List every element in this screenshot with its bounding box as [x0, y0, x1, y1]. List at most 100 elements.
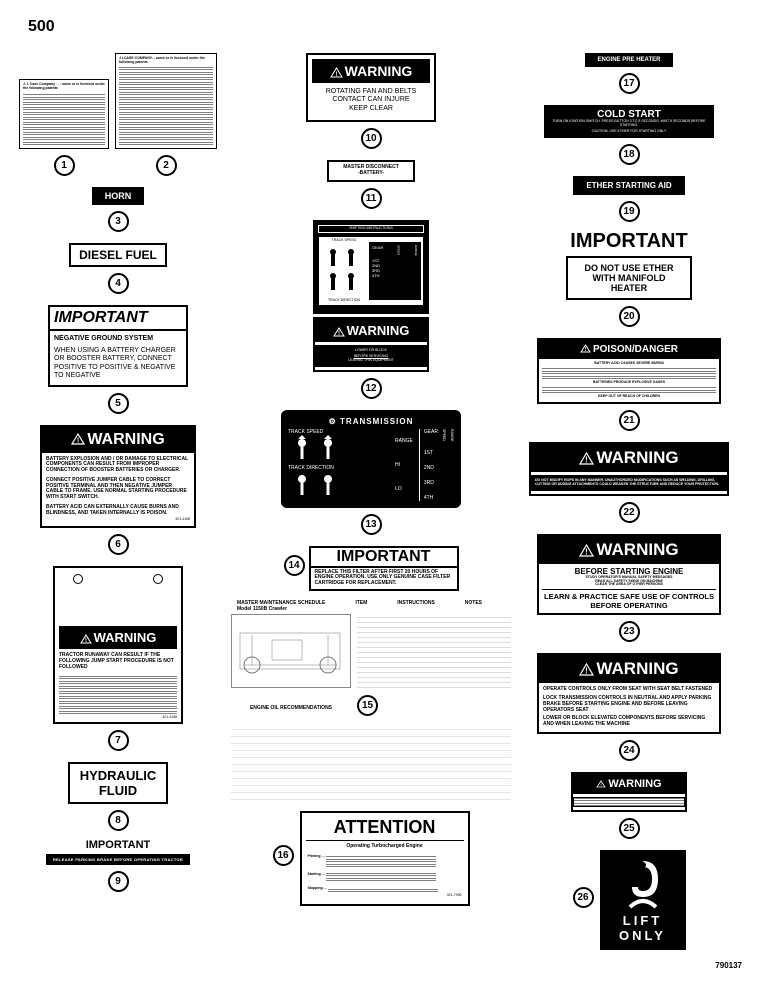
warn-triangle-icon: !: [80, 634, 92, 644]
m15-c1: ITEM: [355, 600, 367, 612]
cold-18: COLD START TURN ON IGNITION SWITCH. PRES…: [544, 105, 714, 138]
warning-25: !WARNING: [571, 772, 687, 812]
w24-header: !WARNING: [539, 655, 719, 683]
important-20: IMPORTANT DO NOT USE ETHER WITH MANIFOLD…: [566, 230, 691, 303]
i20-title: IMPORTANT: [566, 230, 691, 253]
circ-4: 4: [108, 273, 129, 294]
circ-8: 8: [108, 810, 129, 831]
warning-23: !WARNING BEFORE STARTING ENGINE STUDY OP…: [537, 534, 721, 616]
circ-1: 1: [54, 155, 75, 176]
col-1: J. I. Case Company . . . owns or is lice…: [18, 50, 218, 953]
patent-label-1: J. I. Case Company . . . owns or is lice…: [19, 79, 109, 149]
p21-header: !POISON/DANGER: [539, 340, 719, 359]
important-14: IMPORTANT REPLACE THIS FILTER AFTER FIRS…: [309, 546, 459, 591]
circ-18: 18: [619, 144, 640, 165]
w12-b1: LOWER OR BLOCK: [319, 349, 423, 353]
circ-13: 13: [361, 514, 382, 535]
circ-22: 22: [619, 502, 640, 523]
c18-b2: CAUTION: USE ETHER FOR STARTING ONLY: [551, 130, 707, 134]
master-11: MASTER DISCONNECT -BATTERY-: [327, 160, 415, 182]
w10-l3: KEEP CLEAR: [315, 105, 427, 113]
important5-title: IMPORTANT: [50, 307, 186, 331]
i20-b2: WITH MANIFOLD: [584, 273, 673, 283]
important-9: IMPORTANT RELEASE PARKING BRAKE BEFORE O…: [46, 839, 190, 868]
circ-11: 11: [361, 188, 382, 209]
w25-body: [573, 797, 685, 807]
circ-9: 9: [108, 871, 129, 892]
warning-22: !WARNING DO NOT MODIFY ROPS IN ANY MANNE…: [529, 442, 729, 496]
w23-header: !WARNING: [539, 536, 719, 564]
patent1-title: J. I. Case Company . . . owns or is lice…: [23, 83, 105, 91]
shift-12: SHIFTING INSTRUCTIONS TRACK SPEED TRACK …: [313, 220, 429, 315]
horn-label: HORN: [92, 187, 145, 205]
w22-header: !WARNING: [531, 444, 727, 472]
m15-table: [357, 614, 511, 688]
s12-tracks: TRACK SPEED TRACK DIRECTION: [321, 239, 367, 304]
lift-l1: LIFT: [607, 913, 679, 928]
warn-triangle-icon: !: [579, 452, 594, 465]
i20-b3: HEATER: [584, 283, 673, 293]
hyd-l1: HYDRAULIC: [80, 768, 157, 783]
patent1-numbers: [23, 93, 105, 145]
warning-24: !WARNING OPERATE CONTROLS ONLY FROM SEAT…: [537, 653, 721, 734]
warn-triangle-icon: !: [71, 433, 85, 445]
svg-text:!: !: [335, 72, 337, 78]
labels-container: J. I. Case Company . . . owns or is lice…: [0, 0, 772, 965]
crawler-diagram-icon: [232, 615, 352, 689]
warning7-body: TRACTOR RUNAWAY CAN RESULT IF THE FOLLOW…: [55, 649, 181, 674]
i14-title: IMPORTANT: [311, 548, 457, 568]
ether-19: ETHER STARTING AID: [573, 176, 684, 195]
t13-range: RANGE HI LO: [395, 429, 413, 501]
important-5: IMPORTANT NEGATIVE GROUND SYSTEM WHEN US…: [48, 305, 188, 387]
trans-13: ⚙ TRANSMISSION TRACK SPEED TRACK DIRECTI…: [281, 410, 461, 508]
warning-7: !WARNING TRACTOR RUNAWAY CAN RESULT IF T…: [53, 566, 183, 724]
circ-15: 15: [357, 695, 378, 716]
m15-bottom: [231, 728, 511, 800]
circ-3: 3: [108, 211, 129, 232]
col-2: !WARNING ROTATING FAN AND BELTS CONTACT …: [226, 50, 516, 953]
circ-24: 24: [619, 740, 640, 761]
warning6-b2: CONNECT POSITIVE JUMPER CABLE TO CORRECT…: [46, 478, 190, 501]
a16-code: 321-7906: [308, 894, 462, 898]
w12-header: !WARNING: [315, 319, 427, 342]
circ-20: 20: [619, 306, 640, 327]
c18-b1: TURN ON IGNITION SWITCH. PRESS BUTTON 3 …: [551, 120, 707, 128]
m15-sub: Model 1150B Crawler: [237, 606, 325, 612]
warn-triangle-icon: !: [330, 67, 343, 78]
circ-17: 17: [619, 73, 640, 94]
important5-sub: NEGATIVE GROUND SYSTEM: [54, 335, 182, 343]
warning10-header: !WARNING: [311, 58, 431, 84]
a16-l3: Stopping: [308, 886, 323, 890]
circ-26: 26: [573, 887, 594, 908]
warn-triangle-icon: !: [579, 663, 594, 676]
circ-23: 23: [619, 621, 640, 642]
circ-12: 12: [361, 378, 382, 399]
lift-hook-icon: [610, 857, 676, 913]
warning6-header: !WARNING: [42, 427, 194, 453]
i20-b1: DO NOT USE ETHER: [584, 263, 673, 273]
warning-12: !WARNING LOWER OR BLOCK BEFORE SERVICING…: [313, 317, 429, 372]
warning7-code: 321-4168: [55, 714, 181, 722]
warning6-b3: BATTERY ACID CAN EXTERNALLY CAUSE BURNS …: [46, 505, 190, 517]
warning7-header: !WARNING: [59, 626, 177, 649]
i14-body: REPLACE THIS FILTER AFTER FIRST 20 HOURS…: [311, 568, 457, 589]
m15-eng: ENGINE OIL RECOMMENDATIONS: [231, 705, 351, 711]
m11-l2: -BATTERY-: [343, 171, 399, 177]
w23-body: BEFORE STARTING ENGINE STUDY OPERATOR'S …: [539, 564, 719, 614]
warn-triangle-icon: !: [580, 344, 591, 353]
hydraulic-label: HYDRAULIC FLUID: [68, 762, 169, 804]
svg-text:!: !: [586, 456, 589, 465]
circ-10: 10: [361, 128, 382, 149]
m15-c2: INSTRUCTIONS: [397, 600, 435, 612]
circ-25: 25: [619, 818, 640, 839]
w24-body: OPERATE CONTROLS ONLY FROM SEAT WITH SEA…: [539, 683, 719, 732]
circ-21: 21: [619, 410, 640, 431]
hole-icon: [73, 574, 83, 584]
m15-c3: NOTES: [465, 600, 482, 612]
circ-14: 14: [284, 555, 305, 576]
lift-l2: ONLY: [607, 928, 679, 943]
svg-text:!: !: [586, 547, 589, 556]
svg-text:!: !: [601, 782, 602, 787]
circ-19: 19: [619, 201, 640, 222]
circ-2: 2: [156, 155, 177, 176]
